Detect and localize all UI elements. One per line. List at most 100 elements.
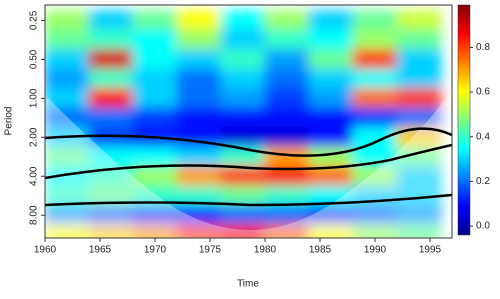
heat-cell <box>396 88 442 109</box>
heat-cell <box>132 224 178 238</box>
heat-cell <box>176 29 222 50</box>
heat-cell <box>88 10 134 31</box>
colorbar-tick-label: 0.0 <box>476 221 490 232</box>
heat-cell <box>264 107 310 128</box>
heat-cell <box>132 29 178 50</box>
heat-cell <box>396 10 442 31</box>
heat-cell <box>264 29 310 50</box>
heat-cell <box>45 29 90 50</box>
y-tick-label: 0.25 <box>29 10 40 30</box>
heat-cell <box>88 107 134 128</box>
heat-cell <box>45 107 90 128</box>
heat-cell <box>132 107 178 128</box>
heat-cell <box>308 204 354 226</box>
heat-cell <box>88 49 134 70</box>
heat-cell <box>396 107 442 128</box>
heat-cell <box>176 185 222 207</box>
heat-cell <box>308 127 354 148</box>
heat-cell <box>396 146 442 168</box>
heat-cell <box>396 127 442 148</box>
heat-cell <box>264 68 310 90</box>
heat-cell <box>176 49 222 70</box>
x-tick-label: 1985 <box>309 245 332 256</box>
colorbar-tick-label: 0.8 <box>476 42 490 53</box>
heat-cell <box>45 185 90 207</box>
heat-cell <box>176 88 222 109</box>
heat-cell <box>132 49 178 70</box>
heat-cell <box>264 88 310 109</box>
heat-cell <box>264 49 310 70</box>
heat-cell <box>396 204 442 226</box>
y-tick-label: 1.00 <box>29 88 40 108</box>
heat-cell <box>220 127 266 148</box>
x-tick-label: 1975 <box>199 245 222 256</box>
heat-cell <box>88 224 134 238</box>
heat-cell <box>396 49 442 70</box>
heatmap-cells <box>45 10 442 238</box>
heat-cell <box>396 29 442 50</box>
heat-cell <box>264 146 310 168</box>
heat-cell <box>45 88 90 109</box>
heat-cell <box>308 107 354 128</box>
heat-cell <box>308 146 354 168</box>
heat-cell <box>308 88 354 109</box>
heat-cell <box>176 204 222 226</box>
x-tick-label: 1995 <box>419 245 442 256</box>
heat-cell <box>176 146 222 168</box>
heat-cell <box>220 166 266 187</box>
heat-cell <box>132 146 178 168</box>
significance-contour <box>45 127 452 157</box>
heat-cell <box>88 185 134 207</box>
heat-cell <box>308 68 354 90</box>
x-tick-label: 1970 <box>144 245 167 256</box>
heat-cell <box>308 185 354 207</box>
heat-cell <box>352 29 398 50</box>
heat-cell <box>88 204 134 226</box>
heat-cell <box>264 10 310 31</box>
heat-cell <box>132 68 178 90</box>
x-axis-title: Time <box>237 279 259 290</box>
colorbar <box>457 4 471 236</box>
heat-cell <box>220 224 266 238</box>
significance-contour <box>45 143 452 180</box>
y-tick-label: 8.00 <box>29 205 40 225</box>
heat-cell <box>220 29 266 50</box>
heat-cell <box>88 88 134 109</box>
heat-cell <box>308 166 354 187</box>
significance-contour <box>45 193 452 207</box>
heat-cell <box>45 68 90 90</box>
heat-cell <box>176 166 222 187</box>
heat-cell <box>352 224 398 238</box>
y-axis-title: Period <box>4 107 15 136</box>
heat-cell <box>220 49 266 70</box>
heat-cell <box>352 10 398 31</box>
heat-cell <box>352 127 398 148</box>
heat-cell <box>132 88 178 109</box>
heat-cell <box>352 49 398 70</box>
heat-cell <box>308 29 354 50</box>
heat-cell <box>45 224 90 238</box>
heat-cell <box>88 68 134 90</box>
heat-cell <box>88 29 134 50</box>
heat-cell <box>45 10 90 31</box>
heat-cell <box>220 107 266 128</box>
heat-cell <box>132 10 178 31</box>
x-tick-label: 1990 <box>364 245 387 256</box>
heat-cell <box>396 68 442 90</box>
heat-cell <box>132 204 178 226</box>
heat-cell <box>352 166 398 187</box>
y-tick-label: 2.00 <box>29 127 40 147</box>
heat-cell <box>352 88 398 109</box>
x-tick-label: 1980 <box>254 245 277 256</box>
colorbar-tick-label: 0.4 <box>476 131 490 142</box>
heat-cell <box>264 185 310 207</box>
heat-cell <box>352 107 398 128</box>
x-tick-label: 1965 <box>89 245 112 256</box>
heat-cell <box>45 146 90 168</box>
heat-cell <box>264 127 310 148</box>
y-tick-label: 0.50 <box>29 49 40 69</box>
heat-cell <box>308 49 354 70</box>
heatmap <box>45 10 452 238</box>
heat-cell <box>396 185 442 207</box>
